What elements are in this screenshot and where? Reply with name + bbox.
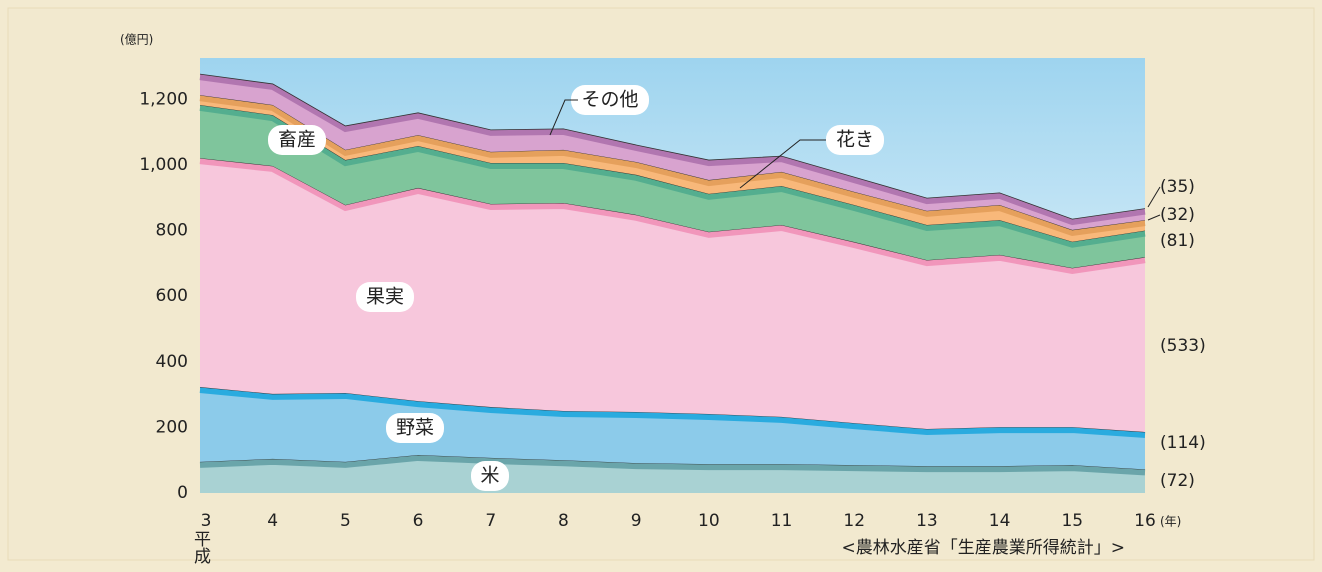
x-tick-label: 13: [916, 511, 938, 531]
x-tick-label: 16: [1134, 511, 1156, 531]
x-tick-label: 6: [413, 511, 424, 531]
series-label: 畜産: [278, 129, 316, 151]
y-tick-label: 400: [156, 352, 188, 372]
label-bg: [571, 85, 649, 115]
value-label: (72): [1160, 471, 1195, 491]
y-tick-label: 600: [156, 286, 188, 306]
label-bg: [826, 125, 884, 155]
area-edge: [199, 95, 1146, 236]
area-edge: [199, 74, 1146, 226]
x-tick-label: 7: [485, 511, 496, 531]
area-edge: [199, 104, 1146, 248]
label-bg: [386, 413, 444, 443]
value-label: (81): [1160, 231, 1195, 251]
y-tick-label: 200: [156, 417, 188, 437]
x-tick-label: 11: [771, 511, 793, 531]
leader: [739, 139, 826, 189]
leader: [549, 99, 578, 136]
x-unit: (年): [1160, 515, 1181, 529]
x-tick-label: 10: [698, 511, 720, 531]
x-tick-label: 3: [201, 511, 212, 531]
label-bg: [268, 125, 326, 155]
value-label: (533): [1160, 336, 1206, 356]
x-tick-label: 15: [1061, 511, 1083, 531]
area: [200, 158, 1145, 432]
area-line: [199, 73, 1146, 220]
series-label: 米: [480, 465, 499, 487]
era-label: 平成: [190, 530, 211, 564]
label-bg: [471, 461, 509, 491]
value-label: (32): [1160, 205, 1195, 225]
label-bg: [356, 282, 414, 312]
x-tick-label: 8: [558, 511, 569, 531]
series-label: 花き: [836, 129, 874, 151]
y-tick-label: 1,200: [139, 89, 188, 109]
leader: [1147, 186, 1161, 208]
area-edge: [199, 454, 1146, 476]
x-tick-label: 4: [267, 511, 278, 531]
value-label: (35): [1160, 177, 1195, 197]
value-label: (114): [1160, 433, 1206, 453]
x-tick-label: 12: [843, 511, 865, 531]
series-label: 野菜: [396, 417, 434, 439]
y-tick-label: 1,000: [139, 155, 188, 175]
source: <農林水産省「生産農業所得統計」>: [842, 538, 1126, 558]
area-line: [199, 386, 1146, 433]
x-tick-label: 9: [631, 511, 642, 531]
x-tick-label: 14: [989, 511, 1011, 531]
y-tick-label: 0: [177, 483, 188, 503]
area-edge: [199, 387, 1146, 438]
y-unit: (億円): [120, 33, 153, 47]
series-label: その他: [581, 89, 638, 111]
y-tick-label: 800: [156, 221, 188, 241]
area-edge: [199, 158, 1146, 275]
area: [200, 454, 1145, 493]
x-tick-label: 5: [340, 511, 351, 531]
leader: [1147, 214, 1161, 221]
series-label: 果実: [366, 286, 404, 308]
